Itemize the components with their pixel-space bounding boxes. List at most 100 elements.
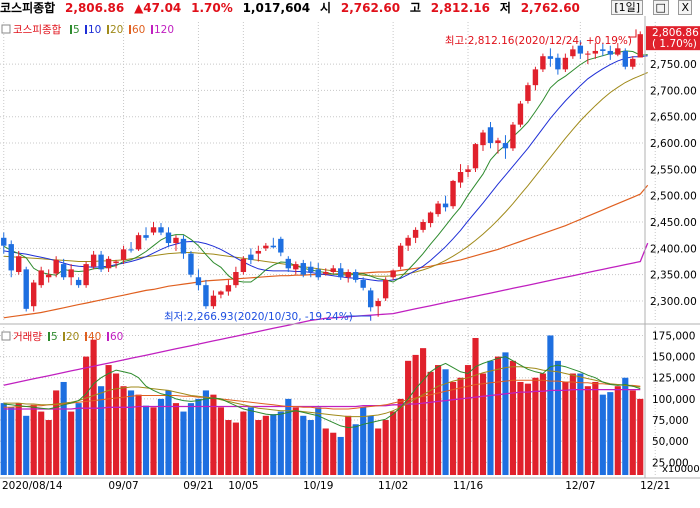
volume-ma40-line	[3, 379, 641, 410]
candle-body	[135, 235, 142, 250]
close-button[interactable]: X	[678, 0, 692, 15]
volume-bar	[157, 398, 165, 475]
price-tick-label: 2,300.00	[650, 296, 697, 308]
volume-ma60-line	[3, 388, 641, 410]
volume-bar	[75, 403, 82, 475]
candle-body	[375, 300, 381, 307]
volume-bar	[68, 411, 75, 475]
candle-body	[367, 290, 374, 308]
candle-body	[502, 143, 509, 149]
chart-area[interactable]: 2,300.00 2,350.00 2,400.00 2,450.00 2,500.00…	[0, 16, 700, 508]
candle-body	[382, 279, 389, 299]
candle-body	[293, 264, 299, 270]
panel-frames	[0, 16, 700, 479]
volume-bar	[307, 420, 314, 475]
candle-body	[143, 235, 149, 238]
candle-body	[427, 212, 434, 224]
price-tick-label: 2,700.00	[650, 85, 697, 97]
volume-legend-item: 40	[88, 331, 101, 343]
maximize-button[interactable]: □	[652, 0, 669, 15]
volume-bar	[614, 386, 621, 475]
candle-body	[158, 227, 164, 233]
price-legend-item: 120	[154, 24, 174, 36]
date-tick-label: 12/21	[640, 480, 670, 492]
price-legend-item: 20	[110, 24, 123, 36]
candle-body	[600, 49, 606, 51]
candle-body	[263, 245, 269, 249]
x-axis-labels: 2020/08/14 09/07 09/21 10/05 10/19 11/02 11/16…	[2, 480, 670, 492]
candle-body	[53, 259, 59, 274]
price-tick-label: 2,550.00	[650, 164, 697, 176]
volume-bar	[607, 392, 614, 475]
price-tick-label: 2,650.00	[650, 112, 697, 124]
volume-bar	[502, 352, 509, 475]
candle-body	[1, 237, 7, 246]
candle-body	[592, 50, 599, 54]
candle-body	[38, 270, 44, 286]
date-tick-label: 10/19	[303, 480, 333, 492]
volume-legend-swatch	[107, 332, 109, 341]
candle-body	[570, 49, 576, 57]
price-tick-label: 2,350.00	[650, 270, 697, 282]
candle-body	[45, 274, 52, 278]
quote-header: 코스피종합 2,806.86 ▲47.04 1.70% 1,017,604 시 …	[0, 0, 700, 17]
volume-legend-checkbox	[1, 331, 11, 341]
volume-bar	[142, 405, 150, 475]
candle-body	[83, 264, 89, 286]
candle-body	[450, 180, 456, 207]
volume-bar	[217, 407, 224, 475]
volume-bar	[120, 386, 127, 475]
candle-body	[270, 245, 277, 248]
low-annotation: 최저:2,266.93(2020/10/30, -19.24%)	[164, 311, 353, 323]
volume-bar	[112, 373, 120, 475]
date-tick-label: 11/02	[378, 480, 408, 492]
price-legend-item: 60	[132, 24, 145, 36]
last-price-box	[646, 26, 700, 51]
candle-body	[278, 238, 284, 253]
volume-bar	[247, 407, 254, 475]
volume-tick-label: 100,000	[652, 394, 695, 406]
candle-body	[495, 140, 501, 144]
candle-body	[16, 256, 22, 272]
high-annotation: 최고:2,812.16(2020/12/24, +0.19%)	[445, 35, 632, 47]
volume-bar	[90, 339, 97, 475]
candle-body	[630, 58, 636, 67]
candle-body	[547, 56, 554, 59]
date-tick-label: 09/21	[183, 480, 213, 492]
volume-legend-swatch	[48, 332, 50, 341]
candle-body	[457, 172, 464, 183]
candle-body	[105, 258, 112, 269]
candle-body	[225, 285, 232, 292]
volume-bar	[472, 337, 479, 475]
candle-body	[338, 268, 344, 278]
volume-tick-label: 50,000	[652, 436, 689, 448]
volume-bar	[127, 390, 135, 475]
volume-bar	[599, 394, 606, 475]
candle-body	[360, 279, 366, 288]
index-name[interactable]: 코스피종합	[0, 1, 56, 15]
volume-legend-swatch	[85, 332, 87, 341]
candle-body	[180, 238, 187, 254]
volume-bar	[337, 436, 344, 475]
period-selector[interactable]: [1일]	[611, 0, 644, 15]
volume-legend-item: 20	[66, 331, 79, 343]
volume-bar	[412, 354, 419, 475]
volume-bar	[150, 407, 157, 475]
candle-body	[510, 124, 516, 149]
volume-bars	[0, 335, 644, 475]
volume-bar	[479, 373, 487, 475]
candle-body	[233, 272, 239, 286]
candle-body	[330, 268, 336, 272]
window-controls: [1일] □ X	[611, 0, 698, 16]
candle-body	[300, 263, 306, 275]
price-legend-item: 10	[88, 24, 101, 36]
last-price-pct-label: ( 1.70%)	[652, 38, 697, 50]
candle-body	[128, 249, 134, 251]
candle-body	[31, 282, 37, 307]
price-change-pct: 1.70%	[191, 1, 233, 15]
volume-tick-label: 150,000	[652, 352, 695, 364]
volume-bar	[494, 356, 502, 475]
legends: 코스피종합 5 10 20 60 120 거래량 5 20 40 60	[1, 24, 174, 343]
open-price: 2,762.60	[340, 1, 401, 15]
volume-bar	[345, 415, 352, 475]
